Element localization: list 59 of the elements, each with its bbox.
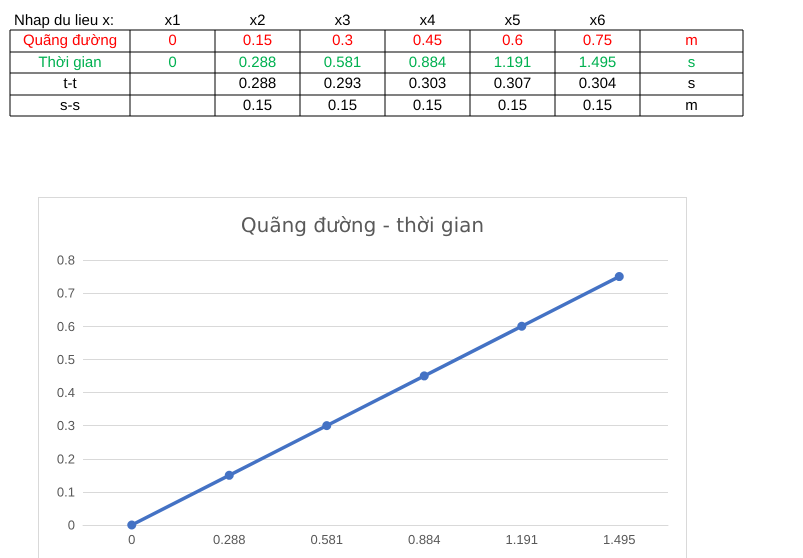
text: 0.15 — [582, 97, 614, 114]
text: 0.45 — [412, 32, 444, 49]
x-tick-label: 1.191 — [505, 532, 538, 547]
y-tick-label: 0.2 — [56, 451, 75, 466]
text: 0.3 — [331, 32, 354, 49]
text: t-t — [62, 75, 78, 92]
text: s — [686, 54, 696, 71]
y-tick-label: 0 — [68, 518, 75, 532]
text: s — [686, 75, 696, 92]
text: s-s — [59, 97, 81, 114]
text: 0.884 — [408, 54, 448, 71]
x-tick-label: 0.581 — [310, 532, 344, 547]
text: 0 — [167, 32, 178, 49]
chart-title: Quãng đường - thời gian — [240, 213, 484, 237]
text: x4 — [418, 12, 436, 29]
text: 0.15 — [326, 97, 358, 114]
point — [322, 421, 332, 430]
point — [127, 520, 136, 530]
y-tick-label: 0.5 — [56, 352, 75, 367]
text: 0.307 — [492, 75, 532, 92]
y-tick-label: 0.1 — [56, 484, 75, 500]
text: 0.15 — [412, 97, 444, 114]
text: 0.15 — [242, 97, 274, 114]
text: 0.293 — [322, 75, 362, 92]
y-tick-label: 0.7 — [56, 286, 75, 301]
text: 0.75 — [582, 32, 614, 49]
text: m — [684, 97, 699, 114]
y-tick-label: 0.8 — [56, 252, 75, 268]
text: 0.304 — [578, 75, 618, 92]
text: Thời gian — [37, 54, 103, 71]
text: Quãng đường — [22, 32, 118, 49]
text: x1 — [164, 12, 182, 29]
y-tick-label: 0.4 — [56, 385, 75, 400]
y-tick-label: 0.6 — [56, 318, 75, 334]
text: x2 — [248, 12, 266, 29]
text: 0.6 — [501, 32, 524, 49]
text: 0.15 — [496, 97, 528, 114]
point — [224, 470, 234, 480]
text: 0.288 — [238, 75, 278, 92]
text: 0.288 — [238, 54, 278, 71]
y-tick-label: 0.3 — [56, 418, 75, 434]
text: 1.191 — [492, 54, 532, 71]
point — [614, 272, 624, 282]
x-tick-label: 0 — [128, 532, 136, 547]
x-tick-label: 0.288 — [212, 532, 246, 547]
text: x3 — [334, 12, 352, 29]
text: 0.15 — [242, 32, 274, 49]
x-tick-label: 1.495 — [602, 532, 636, 547]
text: m — [684, 32, 699, 49]
text: x5 — [504, 12, 522, 29]
point — [517, 322, 526, 331]
text: 1.495 — [578, 54, 618, 71]
text: 0.581 — [322, 54, 362, 71]
text: 0 — [167, 54, 178, 71]
text: Nhap du lieu x: — [14, 12, 116, 29]
x-tick-label: 0.884 — [408, 532, 441, 547]
point — [420, 371, 429, 380]
text: x6 — [588, 12, 606, 29]
text: 0.303 — [408, 75, 448, 92]
